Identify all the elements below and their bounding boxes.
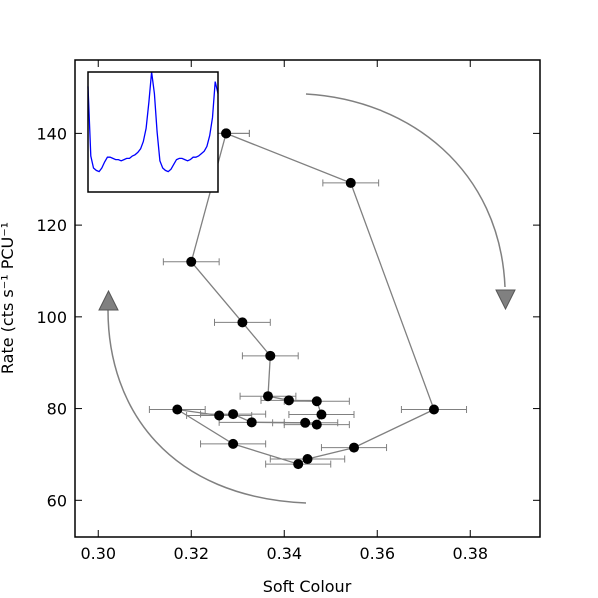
x-tick-label: 0.38 xyxy=(452,544,488,563)
y-axis-title: Rate (cts s⁻¹ PCU⁻¹ xyxy=(0,222,17,374)
x-tick-label: 0.36 xyxy=(359,544,395,563)
data-point xyxy=(349,442,359,453)
inset-line xyxy=(87,71,219,173)
data-point xyxy=(311,396,322,407)
y-tick-label: 140 xyxy=(36,124,67,143)
data-point xyxy=(345,177,356,188)
inset-background xyxy=(88,72,218,192)
data-point xyxy=(316,409,327,420)
data-point xyxy=(300,417,311,428)
data-point xyxy=(172,404,183,415)
inset-frame xyxy=(87,71,219,193)
data-point xyxy=(237,317,248,328)
y-axis-ticks: 60 80 100 120 140 xyxy=(36,124,540,510)
data-point xyxy=(221,128,232,139)
y-tick-label: 60 xyxy=(47,491,67,510)
axes-frame xyxy=(74,59,541,538)
y-tick-label: 100 xyxy=(36,308,67,327)
data-point xyxy=(214,410,225,421)
data-point xyxy=(428,404,439,415)
inset-lightcurve xyxy=(87,71,219,193)
x-axis-title: Soft Colour xyxy=(263,577,352,596)
x-tick-label: 0.34 xyxy=(266,544,302,563)
arrow-left-arc xyxy=(107,309,307,504)
data-point xyxy=(293,459,304,470)
data-point xyxy=(265,350,276,361)
data-point xyxy=(283,395,294,406)
data-point xyxy=(228,438,239,449)
data-point xyxy=(186,256,197,267)
x-tick-label: 0.32 xyxy=(173,544,209,563)
data-point xyxy=(228,409,239,420)
x-axis-ticks: 0.30 0.32 0.34 0.36 0.38 xyxy=(80,60,488,563)
data-point xyxy=(246,417,257,428)
arrow-right-arc xyxy=(305,93,506,288)
y-tick-label: 120 xyxy=(36,216,67,235)
data-point xyxy=(311,419,322,430)
cycle-arrows xyxy=(98,93,516,504)
arrow-left-head xyxy=(98,289,119,311)
arrow-right-head xyxy=(495,289,516,311)
x-tick-label: 0.30 xyxy=(80,544,116,563)
y-tick-label: 80 xyxy=(47,400,67,419)
data-points xyxy=(172,128,439,470)
data-point xyxy=(262,391,273,402)
data-point xyxy=(302,454,313,465)
